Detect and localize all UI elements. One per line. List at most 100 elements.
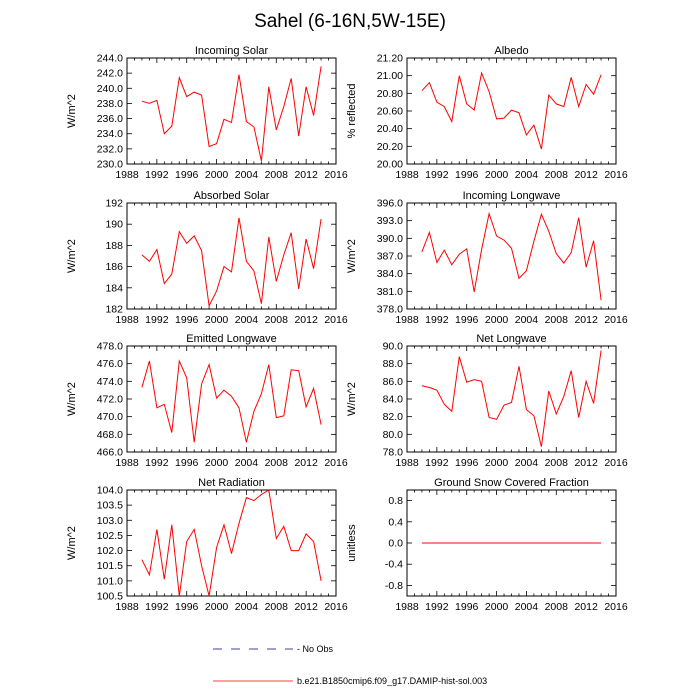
x-tick-label: 1996: [455, 457, 479, 469]
x-tick-label: 2016: [324, 601, 348, 613]
x-tick-label: 2004: [515, 601, 539, 613]
panel-3: Absorbed Solar W/m^2 1988 1992 1996 2000 2004 2…: [66, 190, 348, 326]
panel-7: Net Radiation W/m^2 1988 1992 1996 2000 2004 20…: [66, 477, 348, 613]
panel-2: Albedo % reflected 1988 1992 1996 2000 2004 200…: [346, 45, 628, 181]
x-tick-label: 2008: [265, 601, 289, 613]
series-line: [141, 217, 322, 308]
x-tick-label: 1996: [175, 457, 199, 469]
y-tick-label: 238.0: [97, 98, 123, 110]
x-tick-label: 2008: [545, 457, 569, 469]
y-tick-label: 0.4: [388, 516, 403, 528]
y-tick-label: 20.20: [377, 141, 403, 153]
y-tick-label: 390.0: [377, 233, 403, 245]
y-tick-label: 21.00: [377, 70, 403, 82]
y-tick-label: 0.0: [388, 538, 403, 550]
x-tick-label: 2000: [205, 314, 229, 326]
y-tick-label: 242.0: [97, 68, 123, 80]
x-tick-label: 1996: [175, 169, 199, 181]
panel-title: Emitted Longwave: [186, 333, 277, 345]
y-tick-label: 470.0: [97, 411, 123, 423]
panels: Incoming Solar W/m^2 1988 1992 1996 2000 2004 2…: [66, 45, 628, 613]
panel-1: Incoming Solar W/m^2 1988 1992 1996 2000 2004 2…: [66, 45, 348, 181]
x-tick-label: 1996: [175, 601, 199, 613]
x-tick-label: 2016: [324, 314, 348, 326]
y-axis-label: W/m^2: [66, 382, 78, 416]
x-tick-label: 1988: [115, 314, 139, 326]
x-tick-label: 1996: [175, 314, 199, 326]
y-tick-label: 232.0: [97, 143, 123, 155]
x-tick-label: 2008: [265, 457, 289, 469]
y-tick-label: 476.0: [97, 358, 123, 370]
x-tick-label: 2008: [545, 169, 569, 181]
x-tick-label: 2000: [485, 314, 509, 326]
plot-frame: [406, 57, 617, 165]
y-tick-label: 393.0: [377, 215, 403, 227]
y-axis-label: W/m^2: [66, 239, 78, 273]
x-tick-label: 1988: [395, 457, 419, 469]
legend-label-no-obs: - No Obs: [297, 644, 334, 654]
x-tick-label: 2012: [574, 169, 598, 181]
x-tick-label: 1988: [395, 601, 419, 613]
y-tick-label: 100.5: [97, 591, 123, 603]
y-tick-label: 82.0: [383, 411, 404, 423]
x-tick-label: 1992: [145, 169, 169, 181]
x-tick-label: 2008: [545, 601, 569, 613]
y-tick-label: 240.0: [97, 83, 123, 95]
y-tick-label: 472.0: [97, 394, 123, 406]
y-tick-label: 474.0: [97, 376, 123, 388]
y-tick-label: 192: [105, 198, 123, 210]
x-tick-label: 2000: [485, 601, 509, 613]
x-tick-label: 2012: [294, 314, 318, 326]
y-tick-label: -0.8: [385, 580, 403, 592]
x-tick-label: 2004: [235, 169, 259, 181]
x-tick-label: 2016: [324, 457, 348, 469]
x-tick-label: 2012: [574, 314, 598, 326]
y-tick-label: 182: [105, 304, 123, 316]
y-tick-label: 188: [105, 240, 123, 252]
x-tick-label: 2004: [515, 314, 539, 326]
y-tick-label: 396.0: [377, 198, 403, 210]
x-tick-label: 1988: [115, 457, 139, 469]
x-tick-label: 1996: [455, 169, 479, 181]
series-line: [421, 211, 602, 301]
y-tick-label: 86.0: [383, 376, 404, 388]
series-line: [421, 71, 602, 150]
x-tick-label: 2000: [485, 457, 509, 469]
y-tick-label: 381.0: [377, 286, 403, 298]
x-tick-label: 2012: [294, 457, 318, 469]
x-tick-label: 2016: [604, 457, 628, 469]
y-tick-label: 80.0: [383, 429, 404, 441]
plot-frame: [406, 345, 617, 453]
panel-title: Incoming Longwave: [463, 190, 561, 202]
x-tick-label: 2004: [235, 457, 259, 469]
x-tick-label: 2008: [545, 314, 569, 326]
panel-title: Ground Snow Covered Fraction: [434, 477, 589, 489]
y-tick-label: 236.0: [97, 113, 123, 125]
y-tick-label: 244.0: [97, 53, 123, 65]
panel-title: Incoming Solar: [195, 45, 269, 57]
panel-title: Albedo: [494, 45, 528, 57]
x-tick-label: 2012: [574, 601, 598, 613]
x-tick-label: 1992: [425, 314, 449, 326]
y-tick-label: 466.0: [97, 447, 123, 459]
y-tick-label: 0.8: [388, 495, 403, 507]
y-axis-label: W/m^2: [346, 382, 358, 416]
y-tick-label: 384.0: [377, 268, 403, 280]
panel-6: Net Longwave W/m^2 1988 1992 1996 2000 2004 200…: [346, 333, 628, 469]
y-tick-label: 103.0: [97, 515, 123, 527]
y-tick-label: 84.0: [383, 394, 404, 406]
y-tick-label: 478.0: [97, 341, 123, 353]
y-tick-label: 184: [105, 282, 123, 294]
x-tick-label: 2004: [235, 601, 259, 613]
panel-title: Net Longwave: [476, 333, 546, 345]
figure-title: Sahel (6-16N,5W-15E): [254, 11, 446, 32]
y-axis-label: W/m^2: [66, 526, 78, 560]
legend-label-run: b.e21.B1850cmip6.f09_g17.DAMIP-hist-sol.…: [297, 676, 487, 686]
x-tick-label: 2012: [294, 169, 318, 181]
x-tick-label: 2004: [515, 457, 539, 469]
x-tick-label: 2000: [205, 601, 229, 613]
panel-8: Ground Snow Covered Fraction unitless 1988…: [346, 477, 628, 613]
series-line: [141, 66, 322, 162]
panel-title: Absorbed Solar: [194, 190, 270, 202]
